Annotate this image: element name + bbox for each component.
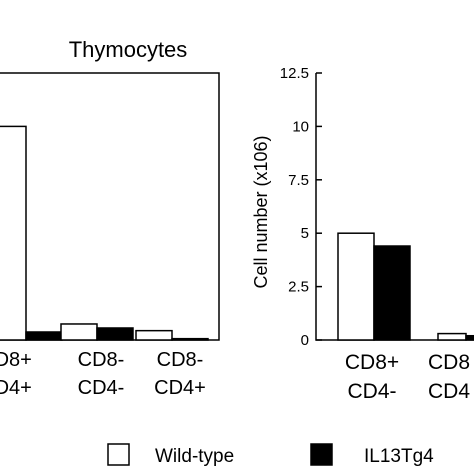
- left-x-label-line2: CD4+: [0, 377, 32, 399]
- left-chart-bars: [0, 125, 209, 341]
- bar-il13tg4-1: [96, 327, 134, 341]
- left-x-label-line2: CD4-: [78, 377, 125, 399]
- legend: Wild-type IL13Tg4: [107, 443, 434, 467]
- bar-il13tg4-0: [25, 331, 63, 341]
- left-chart: Thymocytes CD8+ CD4+ CD8- CD4- CD8- CD4+: [0, 37, 220, 399]
- right-x-label-line1: CD8+: [345, 351, 399, 374]
- y-tick-label: 2.5: [288, 279, 309, 296]
- bar-il13tg4-2: [171, 337, 209, 341]
- right-chart-ylabel: Cell number (x106): [251, 135, 271, 288]
- bar-wild-type-1: [437, 332, 467, 341]
- right-chart-x-labels: CD8+ CD4- CD8 CD4: [345, 351, 470, 403]
- legend-label-wild-type: Wild-type: [155, 446, 234, 467]
- y-tick-label: 10: [292, 118, 309, 135]
- left-chart-title: Thymocytes: [69, 37, 188, 62]
- legend-label-il13tg4: IL13Tg4: [364, 446, 434, 467]
- left-x-label-line1: CD8-: [78, 349, 125, 371]
- bar-il13tg4-1: [465, 334, 474, 341]
- left-chart-x-labels: CD8+ CD4+ CD8- CD4- CD8- CD4+: [0, 349, 206, 399]
- left-x-label-line1: CD8+: [0, 349, 32, 371]
- y-tick-label: 12.5: [280, 65, 309, 82]
- bar-wild-type-0: [337, 232, 375, 341]
- right-x-label-line2: CD4-: [347, 380, 396, 403]
- bar-wild-type-0: [0, 125, 27, 341]
- bar-il13tg4-0: [373, 245, 411, 341]
- right-chart-bars: [337, 232, 474, 341]
- left-chart-frame: [0, 72, 220, 341]
- legend-swatch-wild-type: [107, 443, 130, 466]
- bar-wild-type-2: [135, 329, 173, 341]
- left-x-label-line1: CD8-: [157, 349, 204, 371]
- right-chart-y-ticks: 0 2.5 5 7.5 10 12.5: [280, 65, 322, 349]
- bar-wild-type-1: [60, 323, 98, 341]
- y-tick-label: 7.5: [288, 172, 309, 189]
- right-x-label-line1: CD8: [428, 351, 470, 374]
- y-tick-label: 5: [301, 225, 309, 242]
- y-tick-label: 0: [301, 332, 309, 349]
- legend-swatch-il13tg4: [310, 443, 333, 466]
- left-x-label-line2: CD4+: [154, 377, 206, 399]
- right-x-label-line2: CD4: [428, 380, 470, 403]
